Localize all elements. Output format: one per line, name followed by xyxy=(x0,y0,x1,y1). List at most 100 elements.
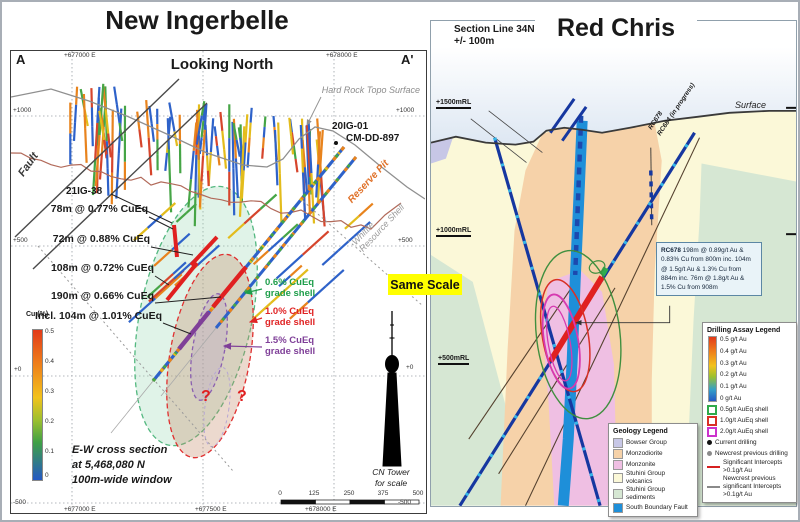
cu-tick-01: 0.1 xyxy=(45,448,55,455)
shell-label-1.5: 1.5% CuEq grade shell xyxy=(265,335,316,357)
legend-item-20-shell: 2.0g/t AuEq shell xyxy=(707,426,792,437)
elev-right-m500: -500 xyxy=(398,499,412,506)
arrow-0.6-shell xyxy=(243,287,263,295)
cn-tower-label-2: for scale xyxy=(374,478,408,488)
shell-20-swatch xyxy=(707,426,717,437)
elev-left-1000: +1000 xyxy=(13,107,32,114)
au-tick-03: 0.3 g/t Au xyxy=(720,359,747,367)
same-scale-badge: Same Scale xyxy=(388,274,462,295)
shell-2.0-aueq-inner xyxy=(546,305,573,382)
scalebar-500: 500 xyxy=(412,490,424,497)
au-tick-01: 0.1 g/t Au xyxy=(720,383,747,391)
intercept-190m: 190m @ 0.66% CuEq xyxy=(50,290,154,302)
ingerbelle-graphics xyxy=(11,51,425,512)
question-mark-1: ? xyxy=(201,388,211,405)
surface-line xyxy=(431,109,796,146)
geology-stuhini-sediments-left xyxy=(431,255,507,506)
survey-lines xyxy=(470,110,543,163)
au-tick-0: 0 g/t Au xyxy=(720,394,742,402)
elev-right-500: +500 xyxy=(398,237,413,244)
right-panel-title: Red Chris xyxy=(535,14,697,43)
legend-item-sediments: Stuhini Group sediments xyxy=(613,486,693,502)
significant-intercept-rc678 xyxy=(547,275,605,364)
arrow-topo-label xyxy=(306,96,322,126)
intercept-108m: 108m @ 0.72% CuEq xyxy=(50,262,154,274)
cu-tick-05: 0.5 xyxy=(45,328,55,335)
scalebar-375: 375 xyxy=(377,490,389,497)
intercept-green-dash xyxy=(599,266,609,277)
scale-bar xyxy=(280,499,420,505)
drilling-assay-legend: Drilling Assay Legend 0.5 g/t Au 0.4 g/t… xyxy=(702,322,797,503)
legend-item-volcanics: Stuhini Group volcanics xyxy=(613,470,693,486)
fault-lines xyxy=(14,78,208,270)
question-mark-2: ? xyxy=(237,388,247,405)
shell-05-swatch xyxy=(707,404,717,415)
previous-drilling-dot xyxy=(707,451,712,456)
volcanics-swatch xyxy=(613,473,623,483)
annotation-arrow xyxy=(575,305,671,326)
sediments-swatch xyxy=(613,489,623,499)
elev-1000mrl: +1000mRL xyxy=(436,227,472,237)
shell-1.0-cueq xyxy=(166,253,254,459)
shell-0.5-aueq xyxy=(534,249,622,420)
rc678-assay-annotation: RC678 198m @ 0.89g/t Au & 0.83% Cu from … xyxy=(656,242,762,297)
legend-item-current-drilling: Current drilling xyxy=(707,437,792,448)
geology-legend-title: Geology Legend xyxy=(613,428,668,435)
au-gradient-scale: 0.5 g/t Au 0.4 g/t Au 0.3 g/t Au 0.2 g/t… xyxy=(708,336,792,402)
arrow-1.0-shell xyxy=(248,316,263,324)
legend-item-previous-drilling: Newcrest previous drilling xyxy=(707,448,792,459)
scalebar-0: 0 xyxy=(278,490,282,497)
easting-bottom-1: +677000 E xyxy=(64,506,96,513)
whittle-shell-lines xyxy=(37,200,424,472)
legend-item-monzodiorite: Monzodiorite xyxy=(613,448,693,459)
elev-left-500: +500 xyxy=(13,237,28,244)
geology-bowser-group xyxy=(431,137,453,164)
aueq-shells xyxy=(534,249,622,420)
legend-item-10-shell: 1.0g/t AuEq shell xyxy=(707,415,792,426)
south-boundary-fault-swatch xyxy=(613,502,623,513)
hole-label-cmdd897: CM-DD-897 xyxy=(346,133,400,144)
intercept-72m: 72m @ 0.88% CuEq xyxy=(52,233,150,245)
section-marker-a: A xyxy=(16,52,26,67)
surface-label: Surface xyxy=(735,100,767,110)
caption-line-3: 100m-wide window xyxy=(72,474,172,486)
legend-item-previous-intercepts: Newcrest previous significant Intercepts… xyxy=(707,475,792,499)
section-tolerance-label: +/- 100m xyxy=(454,36,495,47)
caption-line-1: E-W cross section xyxy=(72,444,168,456)
hole-label-21ig38: 21IG-38 xyxy=(66,186,103,197)
hard-rock-topo-line xyxy=(11,88,425,200)
cn-tower-silhouette xyxy=(382,311,402,467)
legend-item-bowser: Bowser Group xyxy=(613,437,693,448)
intercept-78m: 78m @ 0.77% CuEq xyxy=(50,203,148,215)
shell-0.5-aueq-pod xyxy=(588,260,606,274)
geology-legend: Geology Legend Bowser Group Monzodiorite… xyxy=(608,423,698,517)
shell-10-swatch xyxy=(707,415,717,426)
monzodiorite-swatch xyxy=(613,448,623,459)
caption-line-2: at 5,468,080 N xyxy=(72,459,145,471)
bowser-swatch xyxy=(613,437,623,448)
cu-tick-02: 0.2 xyxy=(45,418,55,425)
legend-item-monzonite: Monzonite xyxy=(613,459,693,470)
shell-2.0-aueq-outer xyxy=(541,293,581,390)
collar-dot-20ig01 xyxy=(334,141,338,145)
grade-shells xyxy=(134,185,258,459)
assay-legend-title: Drilling Assay Legend xyxy=(707,327,781,334)
monzonite-swatch xyxy=(613,459,623,470)
elev-right-0: +0 xyxy=(406,364,414,371)
annotation-hole-code: RC678 xyxy=(661,247,681,254)
drillhole-cmdd897-trace xyxy=(160,156,358,397)
elev-1500mrl: +1500mRL xyxy=(436,99,472,109)
easting-bottom-3: +678000 E xyxy=(305,506,337,513)
red-chris-cross-section xyxy=(430,20,797,507)
easting-top-1: +677000 E xyxy=(64,52,96,59)
hole-label-20ig01: 20IG-01 xyxy=(332,121,369,132)
view-direction-label: Looking North xyxy=(170,56,274,73)
geology-monzonite xyxy=(542,269,616,506)
legend-item-significant-intercepts: Significant Intercepts >0.1g/t Au xyxy=(707,459,792,475)
shell-1.0-aueq xyxy=(539,278,591,393)
cu-color-bar xyxy=(32,329,43,481)
au-color-bar xyxy=(708,336,717,402)
scalebar-250: 250 xyxy=(343,490,355,497)
easting-bottom-2: +677500 E xyxy=(195,506,227,513)
left-panel-title: New Ingerbelle xyxy=(105,5,289,35)
